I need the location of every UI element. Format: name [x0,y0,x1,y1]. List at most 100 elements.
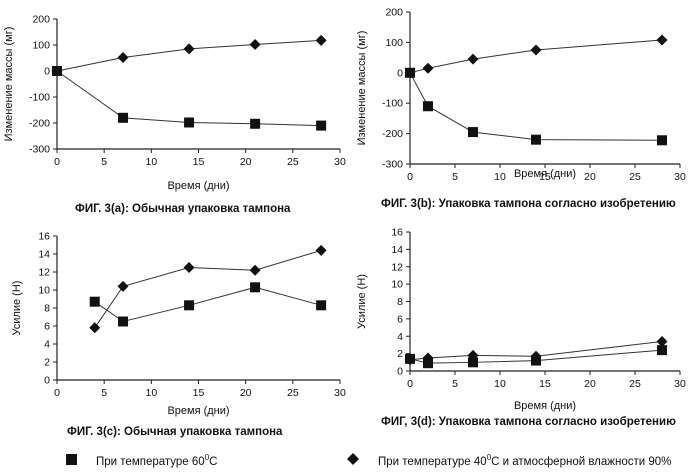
x-tick-label: 0 [54,387,60,399]
y-tick-label: 100 [32,40,50,52]
x-tick-label: 5 [101,387,107,399]
x-tick-label: 25 [629,171,641,183]
x-tick-label: 30 [334,387,346,399]
figure-caption: ФИГ. 3(b): Упаковка тампона согласно изо… [381,198,676,210]
x-tick-label: 15 [193,387,205,399]
diamond-data-point [118,52,129,63]
x-tick-label: 15 [539,378,551,390]
x-tick-label: 20 [584,378,596,390]
diamond-data-point [118,281,129,292]
y-tick-label: 4 [397,331,403,343]
x-tick-label: 25 [287,156,299,168]
diamond-data-point [184,43,195,54]
square-data-point [250,282,260,292]
y-tick-label: 14 [391,244,403,256]
x-tick-label: 0 [54,156,60,168]
y-tick-label: 200 [32,14,50,26]
x-tick-label: 5 [452,378,458,390]
square-data-point [316,300,326,310]
y-tick-label: 6 [397,313,403,325]
chart-panel-3c: 0 2 4 6 8 10 12 14 16 0 5 10 15 20 25 30 Время (дни) Усил… [11,231,346,439]
y-axis-title: Усилие (Н) [11,281,23,336]
y-tick-label: 8 [44,303,50,315]
x-tick-label: 10 [145,387,157,399]
y-tick-label: 16 [391,227,403,239]
diamond-series-line [95,250,321,327]
y-tick-label: 200 [385,7,403,19]
chart-panel-3a: -300-200-1000100200051015202530Время (дн… [3,14,346,216]
diamond-data-point [250,265,261,276]
legend-square-icon [66,454,77,465]
y-tick-label: -100 [382,98,403,110]
x-tick-label: 20 [584,171,596,183]
y-axis-title: Усилие (Н) [356,274,368,329]
x-tick-label: 30 [674,378,686,390]
y-tick-label: -100 [29,92,50,104]
y-tick-label: 16 [38,231,50,243]
legend: При температуре 600C При температуре 400… [66,453,671,468]
diamond-data-point [657,34,668,45]
y-tick-label: 2 [44,357,50,369]
y-tick-label: 100 [385,37,403,49]
diamond-data-point [531,45,542,56]
x-tick-label: 5 [452,171,458,183]
diamond-data-point [184,262,195,273]
figure-caption: ФИГ, 3(d): Упаковка тампона согласно изо… [381,416,676,428]
diamond-data-point [89,322,100,333]
x-tick-label: 10 [494,378,506,390]
legend-square-label: При температуре 60 [96,456,205,468]
diamond-data-point [316,35,327,46]
x-tick-label: 20 [240,156,252,168]
square-series-line [57,71,321,126]
x-axis-title: Время (дни) [167,180,229,192]
y-tick-label: 10 [391,279,403,291]
y-tick-label: 4 [44,339,50,351]
y-tick-label: 10 [38,285,50,297]
y-tick-label: 14 [38,249,50,261]
square-data-point [468,127,478,137]
x-tick-label: 30 [334,156,346,168]
x-axis-title: Время (дни) [514,400,576,412]
x-tick-label: 25 [287,387,299,399]
chart-panel-3d: 0246810121416051015202530Время (дни)Усил… [356,227,686,429]
x-tick-label: 10 [145,156,157,168]
square-data-point [657,135,667,145]
square-data-point [423,101,433,111]
diamond-data-point [316,245,327,256]
square-series-line [410,73,662,140]
y-tick-label: -300 [29,144,50,156]
x-tick-label: 0 [407,171,413,183]
x-tick-label: 5 [101,156,107,168]
legend-square-suffix: C [209,456,217,468]
y-tick-label: 2 [397,348,403,360]
legend-diamond-label: При температуре 40 [378,456,487,468]
legend-diamond-suffix: C и атмосферной влажности 90% [491,456,671,468]
square-data-point [250,119,260,129]
x-axis-title: Время (дни) [167,405,229,417]
x-tick-label: 30 [674,171,686,183]
legend-square-text: При температуре 600C [96,453,217,468]
y-axis-title: Изменение массы (мг) [356,31,368,146]
legend-diamond-text: При температуре 400C и атмосферной влажн… [378,453,671,468]
square-data-point [531,135,541,145]
y-tick-label: -200 [382,128,403,140]
x-tick-label: 15 [193,156,205,168]
square-data-point [118,113,128,123]
x-tick-label: 20 [240,387,252,399]
y-tick-label: 0 [44,375,50,387]
diamond-data-point [250,39,261,50]
y-tick-label: 6 [44,321,50,333]
diamond-data-point [468,54,479,65]
diamond-data-point [423,63,434,74]
y-tick-label: -300 [382,159,403,171]
figure-caption: ФИГ. 3(a): Обычная упаковка тампона [75,203,291,215]
square-data-point [184,300,194,310]
x-axis-title: Время (дни) [514,168,576,180]
square-data-point [118,317,128,327]
y-tick-label: 12 [38,267,50,279]
y-axis-title: Изменение массы (мг) [3,27,15,142]
legend-diamond-icon [347,453,359,465]
x-tick-label: 0 [407,378,413,390]
y-tick-label: 0 [397,366,403,378]
